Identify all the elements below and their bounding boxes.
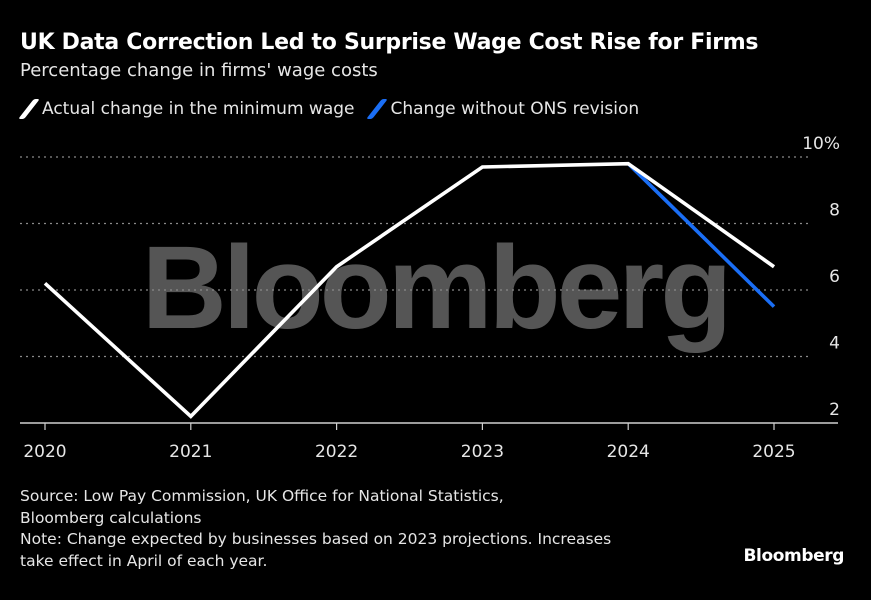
source-line-2: Bloomberg calculations [20,508,202,527]
x-tick-label: 2022 [315,442,358,462]
note-line-2: take effect in April of each year. [20,551,268,570]
y-tick-label: 6 [829,267,840,287]
legend-swatch-without-revision-icon [366,99,389,119]
series-lines [43,161,776,419]
bloomberg-watermark: Bloomberg [142,222,729,354]
y-tick-label: 8 [829,201,840,221]
y-tick-label: 10% [802,134,840,154]
note-line-1: Note: Change expected by businesses base… [20,530,612,548]
bloomberg-logo: Bloomberg [743,546,844,566]
y-axis: 2 4 6 8 10% [802,134,840,420]
legend: Actual change in the minimum wage Change… [18,99,653,119]
x-tick-label: 2020 [23,442,66,462]
legend-item-actual: Actual change in the minimum wage [18,99,355,119]
legend-label-without-revision: Change without ONS revision [390,99,640,119]
x-axis: 2020 2021 2022 2023 2024 2025 [20,422,838,462]
series-line-actual [43,161,776,419]
legend-label-actual: Actual change in the minimum wage [42,99,355,119]
footer-notes: Source: Low Pay Commission, UK Office fo… [20,486,611,572]
series-line-without-revision [626,162,776,308]
x-tick-label: 2024 [607,442,650,462]
chart-subtitle: Percentage change in firms' wage costs [20,60,378,81]
y-tick-label: 4 [829,334,840,354]
x-tick-label: 2023 [461,442,504,462]
legend-swatch-actual-icon [18,99,40,119]
y-tick-label: 2 [829,400,840,420]
chart-title: UK Data Correction Led to Surprise Wage … [20,30,759,55]
x-tick-label: 2021 [169,442,212,462]
x-tick-label: 2025 [752,442,795,462]
source-line-1: Source: Low Pay Commission, UK Office fo… [20,487,504,505]
legend-item-without-revision: Change without ONS revision [366,99,640,119]
